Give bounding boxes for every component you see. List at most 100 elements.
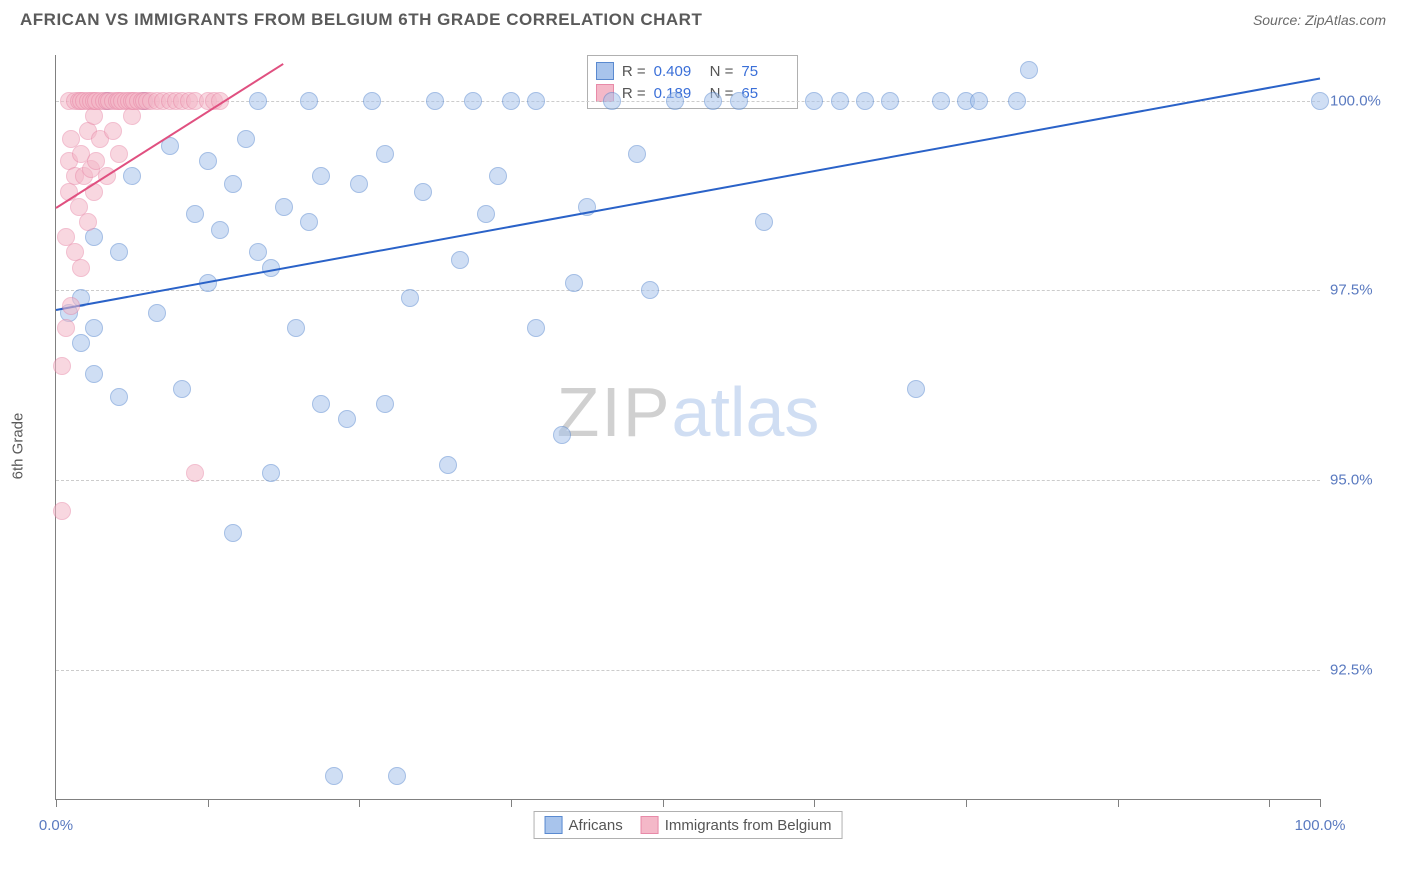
data-point [414,183,432,201]
legend-label-africans: Africans [569,817,623,834]
ytick-label: 100.0% [1330,92,1390,109]
xtick-label: 0.0% [39,817,73,834]
r-label: R = [622,63,646,80]
data-point [755,213,773,231]
data-point [426,92,444,110]
scatter-plot: ZIPatlas R = 0.409 N = 75 R = 0.189 N = … [55,55,1320,800]
gridline [56,101,1320,102]
data-point [123,167,141,185]
data-point [628,145,646,163]
title-bar: AFRICAN VS IMMIGRANTS FROM BELGIUM 6TH G… [0,0,1406,30]
data-point [186,205,204,223]
data-point [110,145,128,163]
data-point [312,395,330,413]
data-point [553,426,571,444]
data-point [53,502,71,520]
data-point [148,304,166,322]
data-point [325,767,343,785]
gridline [56,290,1320,291]
data-point [666,92,684,110]
data-point [565,274,583,292]
data-point [72,259,90,277]
n-value-africans: 75 [741,63,789,80]
data-point [224,175,242,193]
data-point [85,365,103,383]
ytick-label: 97.5% [1330,282,1390,299]
data-point [730,92,748,110]
data-point [502,92,520,110]
legend-item-belgium: Immigrants from Belgium [641,816,832,834]
data-point [79,213,97,231]
data-point [388,767,406,785]
data-point [173,380,191,398]
data-point [312,167,330,185]
data-point [62,297,80,315]
data-point [249,243,267,261]
data-point [527,92,545,110]
xtick [663,799,664,807]
source-text: Source: ZipAtlas.com [1253,12,1386,28]
data-point [350,175,368,193]
trend-line [56,78,1320,312]
xtick [814,799,815,807]
ytick-label: 95.0% [1330,472,1390,489]
data-point [1311,92,1329,110]
data-point [805,92,823,110]
data-point [211,221,229,239]
data-point [489,167,507,185]
data-point [300,92,318,110]
data-point [831,92,849,110]
xtick [1118,799,1119,807]
r-label: R = [622,85,646,102]
data-point [439,456,457,474]
xtick [511,799,512,807]
xtick [208,799,209,807]
data-point [237,130,255,148]
data-point [53,357,71,375]
data-point [907,380,925,398]
data-point [376,145,394,163]
n-value-belgium: 65 [741,85,789,102]
data-point [85,319,103,337]
xtick [1269,799,1270,807]
gridline [56,480,1320,481]
data-point [72,334,90,352]
data-point [376,395,394,413]
data-point [527,319,545,337]
data-point [249,92,267,110]
xtick [359,799,360,807]
watermark-atlas: atlas [672,373,820,451]
swatch-belgium [641,816,659,834]
data-point [477,205,495,223]
data-point [287,319,305,337]
data-point [856,92,874,110]
watermark: ZIPatlas [557,372,820,452]
data-point [262,464,280,482]
gridline [56,670,1320,671]
xtick-label: 100.0% [1295,817,1346,834]
data-point [641,281,659,299]
data-point [1008,92,1026,110]
data-point [881,92,899,110]
data-point [464,92,482,110]
data-point [603,92,621,110]
data-point [104,122,122,140]
data-point [110,243,128,261]
swatch-africans [545,816,563,834]
legend-label-belgium: Immigrants from Belgium [665,817,832,834]
data-point [224,524,242,542]
legend: Africans Immigrants from Belgium [534,811,843,839]
xtick [1320,799,1321,807]
legend-item-africans: Africans [545,816,623,834]
data-point [199,152,217,170]
data-point [338,410,356,428]
data-point [363,92,381,110]
data-point [1020,61,1038,79]
stats-row-africans: R = 0.409 N = 75 [596,60,790,82]
chart-title: AFRICAN VS IMMIGRANTS FROM BELGIUM 6TH G… [20,10,702,30]
data-point [970,92,988,110]
data-point [401,289,419,307]
data-point [300,213,318,231]
data-point [186,464,204,482]
xtick [966,799,967,807]
